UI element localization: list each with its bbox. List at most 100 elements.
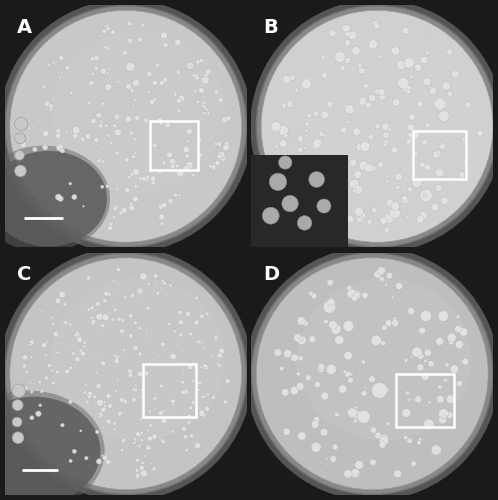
Point — [352, 404, 360, 411]
Point — [106, 64, 114, 72]
Ellipse shape — [14, 117, 28, 130]
Point — [376, 52, 384, 60]
Point — [82, 382, 90, 390]
Point — [141, 118, 149, 126]
Point — [84, 132, 92, 140]
Point — [359, 97, 367, 105]
Point — [443, 361, 451, 369]
Point — [139, 272, 147, 280]
Point — [393, 470, 401, 478]
Point — [378, 92, 386, 100]
Point — [384, 319, 392, 327]
Point — [89, 70, 97, 78]
Point — [406, 131, 414, 139]
Point — [218, 151, 226, 159]
Point — [121, 48, 129, 56]
Point — [418, 326, 426, 334]
Text: A: A — [17, 18, 32, 36]
Point — [312, 416, 320, 424]
Point — [130, 396, 138, 404]
Point — [136, 350, 144, 358]
Point — [392, 98, 400, 106]
Point — [423, 163, 431, 171]
Point — [432, 150, 440, 158]
Point — [158, 212, 166, 220]
Ellipse shape — [10, 258, 242, 490]
Point — [192, 72, 200, 80]
Point — [84, 398, 92, 406]
Point — [135, 298, 143, 306]
Ellipse shape — [269, 173, 287, 190]
Point — [373, 22, 381, 30]
Point — [116, 315, 124, 323]
Point — [405, 396, 413, 404]
Point — [281, 388, 289, 396]
Point — [72, 126, 80, 134]
Point — [97, 32, 105, 40]
Point — [130, 386, 138, 394]
Point — [424, 121, 432, 129]
Point — [405, 59, 413, 67]
Point — [155, 352, 163, 360]
Ellipse shape — [302, 30, 476, 193]
Point — [127, 332, 135, 340]
Point — [171, 328, 179, 336]
Point — [282, 132, 290, 140]
Point — [98, 183, 106, 191]
Text: D: D — [263, 265, 279, 284]
Point — [189, 398, 197, 406]
Point — [158, 437, 166, 445]
Point — [144, 304, 152, 312]
Point — [161, 361, 169, 369]
Point — [66, 180, 74, 188]
Point — [369, 40, 377, 48]
Point — [462, 158, 470, 166]
Ellipse shape — [297, 216, 312, 230]
Point — [341, 368, 349, 376]
Point — [334, 156, 342, 164]
Point — [391, 315, 399, 323]
Point — [446, 90, 454, 98]
Point — [326, 278, 334, 286]
Point — [126, 371, 134, 379]
Point — [70, 448, 78, 456]
Point — [63, 367, 71, 375]
Bar — [251, 156, 348, 247]
Point — [454, 325, 462, 333]
Point — [176, 169, 184, 177]
Point — [131, 436, 139, 444]
Point — [321, 392, 329, 400]
Point — [349, 158, 357, 166]
Point — [73, 355, 81, 363]
Point — [305, 112, 313, 120]
Point — [421, 357, 429, 365]
Point — [169, 428, 177, 436]
Point — [290, 386, 298, 394]
Point — [169, 400, 177, 408]
Point — [421, 344, 429, 352]
Point — [297, 354, 305, 362]
Point — [128, 86, 136, 94]
Point — [111, 205, 119, 213]
Point — [367, 133, 375, 141]
Point — [421, 191, 429, 199]
Point — [353, 291, 361, 299]
Point — [178, 94, 186, 102]
Point — [191, 88, 199, 96]
Point — [68, 89, 76, 97]
Point — [22, 384, 30, 392]
Point — [162, 41, 170, 49]
Point — [294, 370, 302, 378]
Point — [345, 284, 353, 292]
Point — [49, 58, 57, 66]
Point — [62, 318, 70, 326]
Point — [88, 79, 96, 87]
Point — [344, 56, 352, 64]
Bar — [413, 131, 467, 180]
Point — [85, 99, 93, 107]
Point — [317, 364, 325, 372]
Point — [130, 439, 138, 447]
Ellipse shape — [317, 199, 331, 213]
Point — [187, 404, 195, 411]
Point — [28, 338, 36, 346]
